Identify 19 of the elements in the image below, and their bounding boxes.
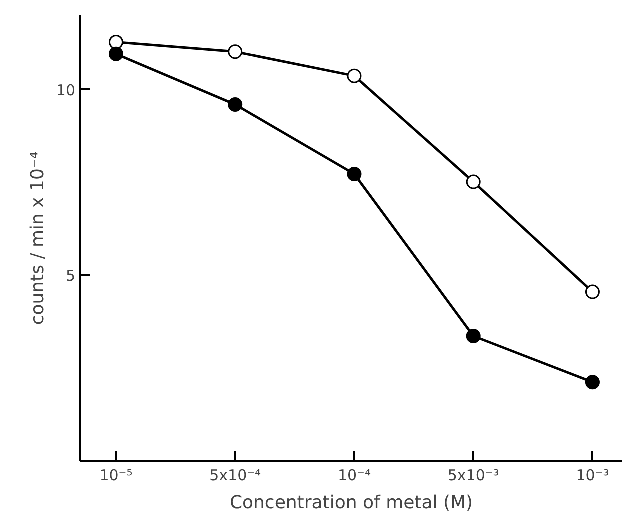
y-axis-title: counts / min x 10⁻⁴ (27, 152, 48, 326)
point (108, 35, 124, 50)
x-tick-label: 5x10⁻³ (448, 466, 500, 484)
x-axis-title: Concentration of metal (M) (230, 492, 474, 514)
x-tick-label: 5x10⁻⁴ (210, 466, 262, 484)
point (228, 97, 243, 112)
x-tick-label: 10⁻⁴ (338, 466, 371, 484)
point (228, 44, 243, 60)
y-tick-label: 5 (66, 267, 76, 286)
point (466, 174, 481, 190)
x-tick-label: 10⁻³ (576, 466, 610, 484)
point (347, 68, 362, 84)
point (108, 46, 124, 62)
point (585, 375, 600, 390)
point (585, 284, 600, 300)
point (466, 329, 481, 344)
y-tick-label: 10 (56, 81, 76, 100)
x-tick-label: 10⁻⁵ (100, 466, 133, 484)
point (347, 166, 362, 182)
